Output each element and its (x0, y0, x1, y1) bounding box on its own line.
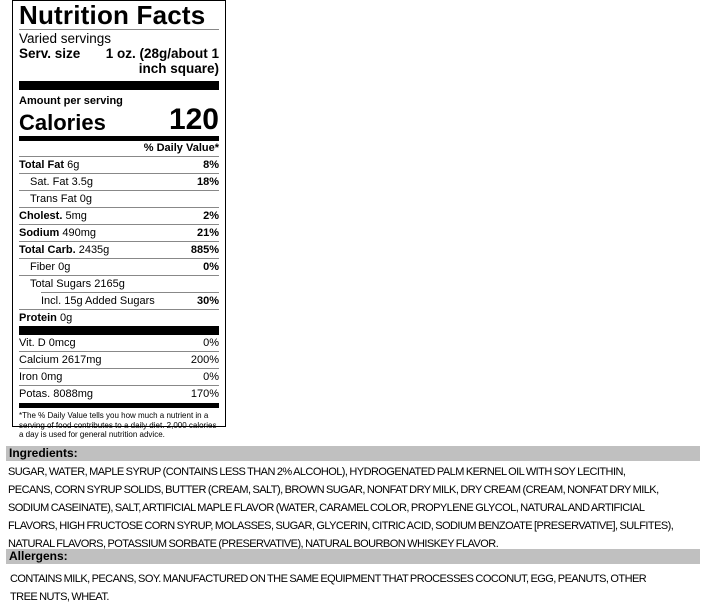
nutrient-name: Total Sugars (30, 278, 92, 290)
nutrient-dv: 30% (196, 295, 219, 307)
allergens-text: CONTAINS MILK, PECANS, SOY. MANUFACTURED… (10, 570, 700, 606)
calories-value: 120 (168, 103, 219, 136)
vitamin-text: Iron 0mg (19, 371, 63, 383)
nutrient-dv: 885% (190, 244, 219, 256)
servings-per-container: Varied servings (19, 31, 112, 46)
vitamin-row: Iron 0mg 0% (19, 369, 219, 386)
nutrient-row-cholesterol: Cholest. 5mg 2% (19, 208, 219, 225)
vitamin-dv: 200% (190, 354, 219, 366)
vitamin-row: Vit. D 0mcg 0% (19, 335, 219, 352)
allergens-header: Allergens: (6, 549, 700, 564)
nutrient-amount: 490mg (62, 227, 97, 239)
nutrient-name: Protein (19, 312, 57, 324)
nutrient-row-protein: Protein 0g (19, 310, 219, 326)
ingredients-line: SUGAR, WATER, MAPLE SYRUP (CONTAINS LESS… (8, 466, 626, 478)
nutrient-amount: 0g (58, 261, 71, 273)
nutrient-row-total-fat: Total Fat 6g 8% (19, 157, 219, 174)
serving-size: Serv. size 1 oz. (28g/about 1 inch squar… (19, 46, 219, 76)
nutrient-dv: 0% (203, 261, 219, 273)
nutrient-row-total-carb: Total Carb. 2435g 885% (19, 242, 219, 259)
nutrient-row-fiber: Fiber 0g 0% (19, 259, 219, 276)
nutrient-name: Fiber (30, 261, 56, 273)
nutrient-name: Sat. Fat (30, 176, 69, 188)
nutrient-row-sodium: Sodium 490mg 21% (19, 225, 219, 242)
nutrient-amount: 0g (59, 312, 73, 324)
nutrient-row-sat-fat: Sat. Fat 3.5g 18% (19, 174, 219, 191)
ingredients-line: SODIUM CASEINATE), SALT, ARTIFICIAL MAPL… (8, 502, 645, 514)
vitamin-dv: 170% (190, 388, 219, 400)
ingredients-line: NATURAL FLAVORS, POTASSIUM SORBATE (PRES… (8, 538, 499, 550)
nutrient-name: Cholest. (19, 210, 63, 222)
vitamin-dv: 0% (203, 337, 219, 349)
nutrient-name: Trans Fat (30, 193, 77, 205)
vitamin-dv: 0% (203, 371, 219, 383)
nutrition-facts-label: Nutrition Facts Varied servings Serv. si… (12, 0, 226, 439)
ingredients-line: FLAVORS, HIGH FRUCTOSE CORN SYRUP, MOLAS… (8, 520, 674, 532)
allergens-line: CONTAINS MILK, PECANS, SOY. MANUFACTURED… (10, 573, 647, 585)
ingredients-line: PECANS, CORN SYRUP SOLIDS, BUTTER (CREAM… (8, 484, 659, 496)
nutrient-row-trans-fat: Trans Fat 0g (19, 191, 219, 208)
calories-label: Calories (19, 110, 106, 135)
serving-size-label: Serv. size (19, 46, 81, 61)
nutrient-name: Incl. 15g Added Sugars (41, 295, 155, 307)
ingredients-header: Ingredients: (6, 446, 700, 461)
serving-size-value: 1 oz. (28g/about 1 inch square) (105, 46, 219, 76)
vitamin-row: Calcium 2617mg 200% (19, 352, 219, 369)
nutrient-amount: 6g (67, 159, 80, 171)
nutrient-amount: 2165g (94, 278, 125, 290)
calories-row: Calories 120 (19, 103, 219, 136)
nutrient-amount: 5mg (65, 210, 87, 222)
nutrient-dv: 18% (196, 176, 219, 188)
allergens-line: TREE NUTS, WHEAT. (10, 591, 109, 603)
vitamin-text: Potas. 8088mg (19, 388, 93, 400)
nutrient-name: Total Fat (19, 159, 65, 171)
nutrient-dv: 2% (203, 210, 219, 222)
nutrient-row-added-sugars: Incl. 15g Added Sugars 30% (19, 293, 219, 310)
nutrient-name: Total Carb. (19, 244, 76, 256)
vitamin-text: Vit. D 0mcg (19, 337, 76, 349)
daily-value-header: % Daily Value* (19, 141, 219, 157)
nutrient-name: Sodium (19, 227, 60, 239)
medium-divider (19, 403, 219, 408)
amount-per-serving: Amount per serving (19, 95, 123, 107)
vitamin-row: Potas. 8088mg 170% (19, 386, 219, 402)
nutrient-amount: 0g (79, 193, 92, 205)
nutrient-amount: 3.5g (71, 176, 94, 188)
footnote: *The % Daily Value tells you how much a … (19, 411, 217, 439)
vitamin-text: Calcium 2617mg (19, 354, 102, 366)
nutrient-amount: 2435g (78, 244, 110, 256)
label-title: Nutrition Facts (19, 1, 219, 30)
thick-divider (19, 81, 219, 90)
nutrient-dv: 8% (203, 159, 219, 171)
sugars-divider (41, 292, 219, 293)
medium-divider (19, 136, 219, 141)
nutrient-row-total-sugars: Total Sugars 2165g (19, 276, 219, 292)
thick-divider (19, 326, 219, 335)
nutrient-dv: 21% (196, 227, 219, 239)
ingredients-text: SUGAR, WATER, MAPLE SYRUP (CONTAINS LESS… (8, 463, 698, 553)
